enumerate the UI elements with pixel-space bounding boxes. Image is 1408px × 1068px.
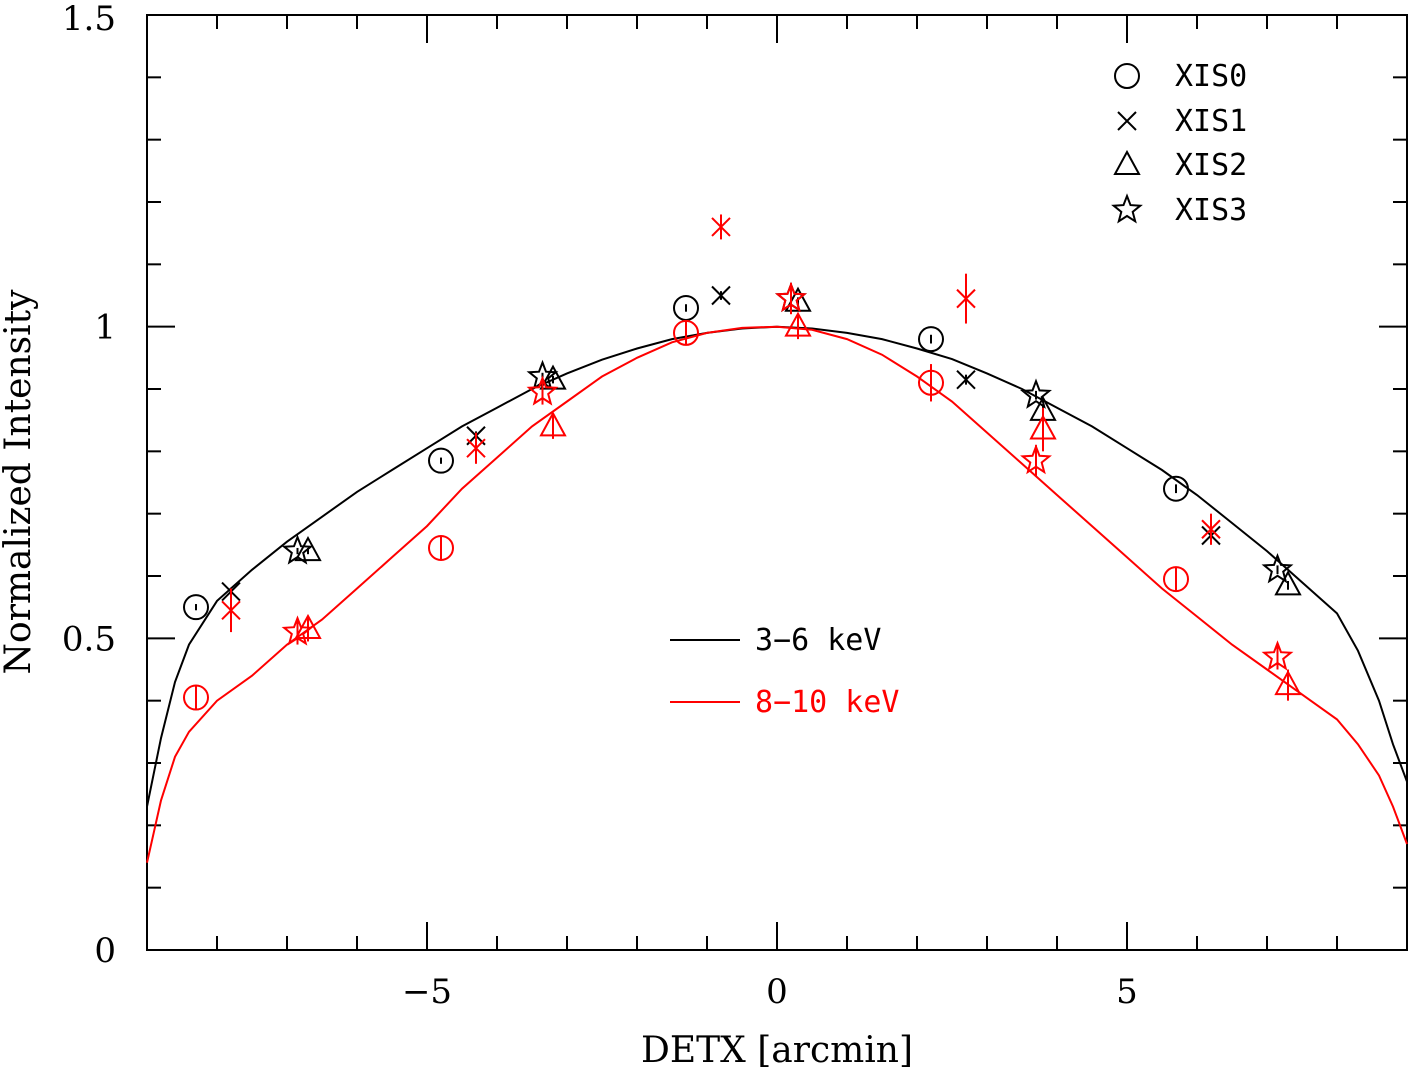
marker-xis0	[673, 319, 699, 346]
legend-label-xis2: XIS2	[1175, 148, 1247, 183]
marker-xis1	[711, 217, 731, 237]
marker-xis0	[1163, 475, 1189, 502]
data-points	[183, 214, 1302, 711]
marker-xis0	[918, 369, 944, 396]
marker-xis1	[956, 288, 976, 309]
model-curve	[146, 325, 1408, 863]
tick-labels: −5 0 5 0 0.5 1 1.5	[62, 0, 1138, 1012]
marker-xis1	[466, 438, 486, 458]
marker-xis0	[428, 447, 454, 474]
y-axis-label: Normalized Intensity	[0, 289, 39, 675]
y-tick-label: 0.5	[62, 619, 116, 659]
legend-label-xis3: XIS3	[1175, 193, 1247, 228]
marker-legend: XIS0 XIS1 XIS2 XIS3	[1111, 59, 1247, 228]
marker-xis0	[183, 684, 209, 711]
marker-xis2	[294, 535, 322, 562]
marker-xis1	[956, 369, 976, 390]
marker-xis3	[281, 534, 314, 565]
marker-xis1	[221, 600, 241, 620]
marker-xis1	[711, 285, 731, 306]
y-tick-label: 0	[94, 931, 116, 971]
legend-marker-xis1	[1117, 111, 1137, 131]
legend-label-8-10kev: 8−10 keV	[755, 685, 900, 720]
marker-xis2	[784, 311, 812, 337]
legend-marker-xis3	[1111, 193, 1143, 224]
marker-xis3	[526, 375, 559, 406]
marker-xis3	[281, 615, 314, 646]
marker-xis3	[1020, 443, 1052, 475]
y-tick-label: 1	[94, 308, 116, 348]
y-tick-label: 1.5	[62, 0, 116, 39]
marker-xis0	[183, 594, 209, 621]
legend-label-xis1: XIS1	[1175, 104, 1247, 139]
marker-xis0	[428, 534, 454, 561]
model-curve	[146, 325, 1408, 807]
line-legend: 3−6 keV 8−10 keV	[670, 623, 900, 720]
marker-xis3	[775, 281, 807, 313]
x-tick-label: 5	[1116, 972, 1138, 1012]
marker-xis2	[1274, 570, 1302, 596]
axis-ticks	[146, 14, 1408, 951]
marker-xis2	[1029, 414, 1057, 440]
model-curves	[146, 325, 1408, 863]
x-axis-label: DETX [arcmin]	[641, 1030, 913, 1068]
legend-label-3-6kev: 3−6 keV	[755, 623, 881, 658]
marker-xis3	[1261, 640, 1294, 671]
x-tick-label: 0	[766, 972, 788, 1012]
x-tick-label: −5	[402, 972, 452, 1012]
legend-label-xis0: XIS0	[1175, 59, 1247, 94]
marker-xis2	[1274, 669, 1302, 696]
legend-marker-xis2	[1113, 149, 1141, 175]
marker-xis0	[1163, 566, 1189, 593]
legend-marker-xis0	[1114, 63, 1140, 89]
marker-legend-symbols	[1111, 63, 1143, 224]
marker-xis3	[1020, 378, 1052, 409]
marker-xis0	[918, 326, 944, 353]
marker-xis2	[539, 411, 567, 437]
marker-xis3	[1261, 553, 1294, 584]
marker-xis1	[1201, 519, 1221, 539]
